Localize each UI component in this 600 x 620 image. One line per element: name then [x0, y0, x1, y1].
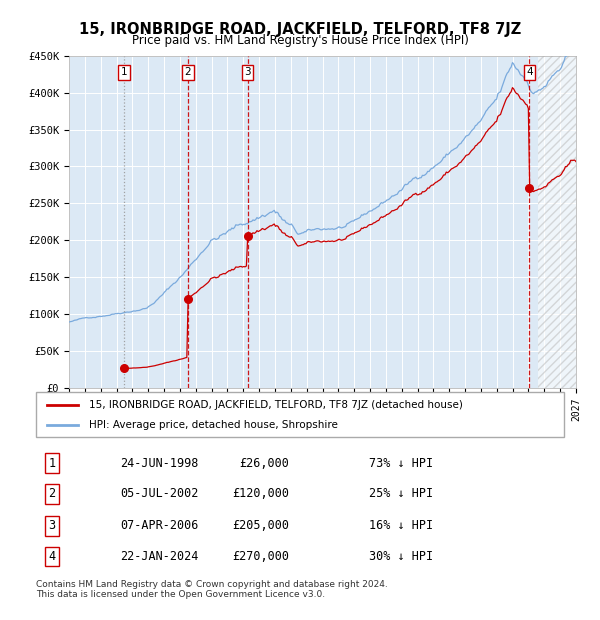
Text: Contains HM Land Registry data © Crown copyright and database right 2024.
This d: Contains HM Land Registry data © Crown c…: [36, 580, 388, 599]
Text: £205,000: £205,000: [232, 520, 289, 533]
Text: 4: 4: [48, 550, 55, 563]
Text: 25% ↓ HPI: 25% ↓ HPI: [368, 487, 433, 500]
Text: £270,000: £270,000: [232, 550, 289, 563]
Text: 05-JUL-2002: 05-JUL-2002: [121, 487, 199, 500]
Text: 73% ↓ HPI: 73% ↓ HPI: [368, 457, 433, 470]
Text: 15, IRONBRIDGE ROAD, JACKFIELD, TELFORD, TF8 7JZ (detached house): 15, IRONBRIDGE ROAD, JACKFIELD, TELFORD,…: [89, 399, 463, 410]
Bar: [538, 0, 576, 388]
Text: 16% ↓ HPI: 16% ↓ HPI: [368, 520, 433, 533]
Text: £120,000: £120,000: [232, 487, 289, 500]
Text: 2: 2: [48, 487, 55, 500]
Text: 3: 3: [48, 520, 55, 533]
Text: 30% ↓ HPI: 30% ↓ HPI: [368, 550, 433, 563]
Text: 2: 2: [185, 68, 191, 78]
FancyBboxPatch shape: [36, 392, 564, 437]
Text: 15, IRONBRIDGE ROAD, JACKFIELD, TELFORD, TF8 7JZ: 15, IRONBRIDGE ROAD, JACKFIELD, TELFORD,…: [79, 22, 521, 37]
Text: 24-JUN-1998: 24-JUN-1998: [121, 457, 199, 470]
Text: 4: 4: [526, 68, 533, 78]
Text: 22-JAN-2024: 22-JAN-2024: [121, 550, 199, 563]
Text: 1: 1: [48, 457, 55, 470]
Text: HPI: Average price, detached house, Shropshire: HPI: Average price, detached house, Shro…: [89, 420, 338, 430]
Text: 1: 1: [121, 68, 127, 78]
Text: 07-APR-2006: 07-APR-2006: [121, 520, 199, 533]
Text: £26,000: £26,000: [239, 457, 289, 470]
Text: 3: 3: [244, 68, 251, 78]
Text: Price paid vs. HM Land Registry's House Price Index (HPI): Price paid vs. HM Land Registry's House …: [131, 34, 469, 47]
